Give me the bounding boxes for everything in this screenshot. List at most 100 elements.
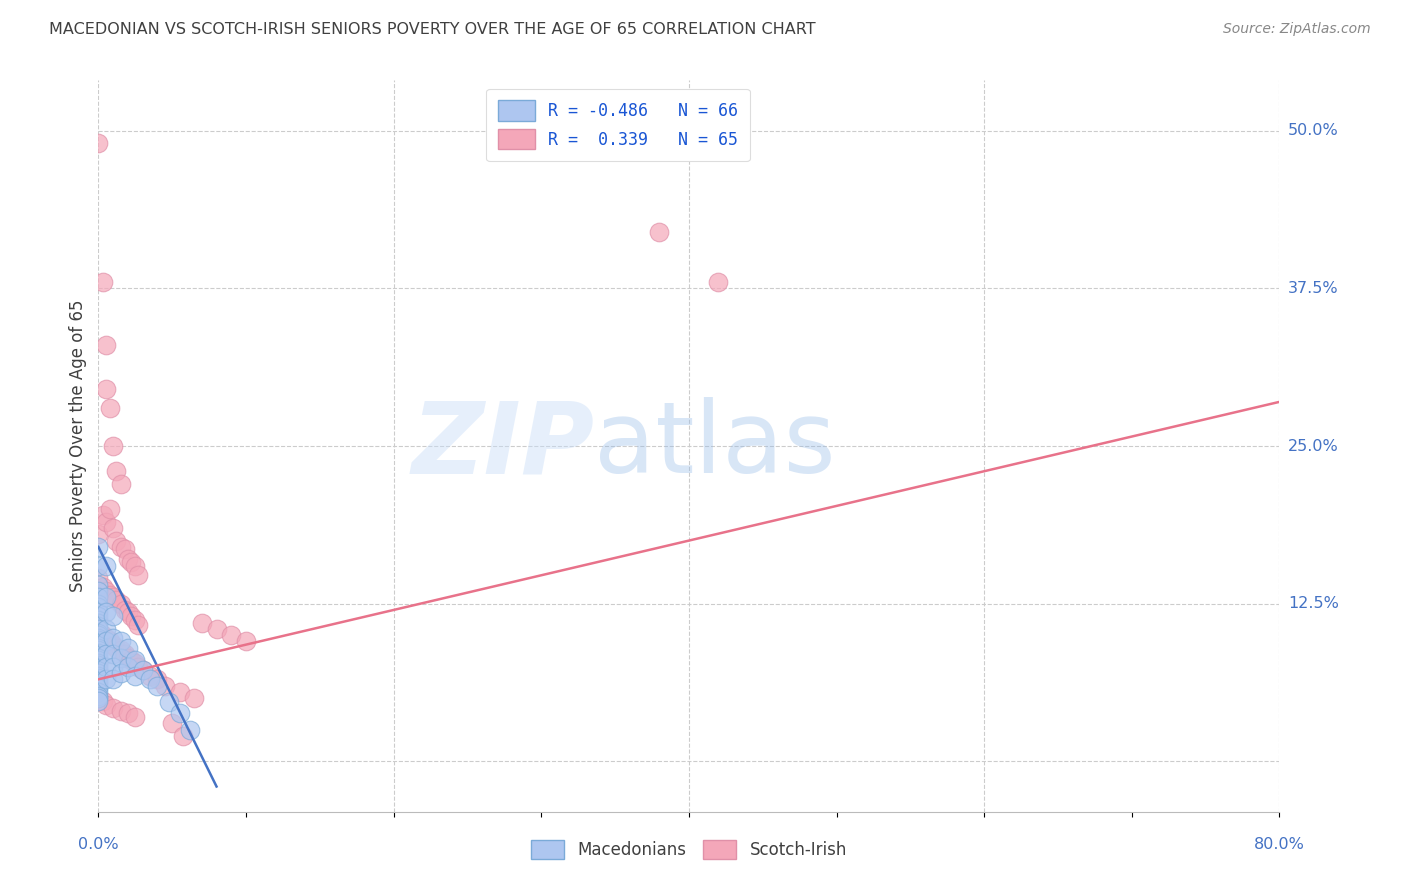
Point bbox=[91, 628, 114, 642]
Point bbox=[120, 555, 142, 569]
Point bbox=[87, 527, 110, 541]
Point bbox=[87, 651, 110, 665]
Point bbox=[98, 634, 121, 648]
Point bbox=[87, 646, 110, 660]
Point bbox=[205, 622, 228, 636]
Point bbox=[94, 631, 117, 645]
Text: Source: ZipAtlas.com: Source: ZipAtlas.com bbox=[1223, 22, 1371, 37]
Point bbox=[219, 628, 242, 642]
Point bbox=[87, 631, 110, 645]
Point bbox=[87, 136, 110, 151]
Point bbox=[110, 643, 132, 657]
Point bbox=[169, 706, 191, 721]
Point bbox=[87, 606, 110, 620]
Point bbox=[105, 592, 128, 607]
Point bbox=[87, 578, 110, 592]
Text: atlas: atlas bbox=[595, 398, 837, 494]
Point bbox=[103, 673, 125, 687]
Point bbox=[117, 640, 139, 655]
Point bbox=[87, 633, 110, 648]
Point bbox=[87, 661, 110, 675]
Point bbox=[87, 658, 110, 673]
Point bbox=[87, 609, 110, 624]
Point bbox=[146, 679, 169, 693]
Point bbox=[87, 558, 110, 573]
Point bbox=[183, 691, 205, 706]
Text: 12.5%: 12.5% bbox=[1288, 596, 1339, 611]
Text: 80.0%: 80.0% bbox=[1254, 837, 1305, 852]
Legend: Macedonians, Scotch-Irish: Macedonians, Scotch-Irish bbox=[524, 833, 853, 865]
Point bbox=[124, 668, 146, 682]
Point bbox=[87, 689, 110, 703]
Point bbox=[98, 401, 121, 416]
Point bbox=[87, 622, 110, 636]
Point bbox=[127, 618, 149, 632]
Point bbox=[87, 597, 110, 611]
Point bbox=[110, 476, 132, 491]
Point bbox=[94, 591, 117, 605]
Point bbox=[87, 668, 110, 682]
Point bbox=[105, 533, 128, 548]
Point bbox=[87, 691, 110, 706]
Point bbox=[94, 382, 117, 396]
Point bbox=[179, 723, 201, 737]
Point bbox=[87, 643, 110, 657]
Point bbox=[87, 584, 110, 599]
Point bbox=[87, 613, 110, 627]
Point bbox=[114, 542, 136, 557]
Text: 25.0%: 25.0% bbox=[1288, 439, 1339, 453]
Point bbox=[132, 664, 155, 678]
Text: 0.0%: 0.0% bbox=[79, 837, 118, 852]
Point bbox=[146, 673, 169, 687]
Point bbox=[235, 634, 257, 648]
Point bbox=[94, 647, 117, 661]
Point bbox=[87, 600, 110, 615]
Point bbox=[94, 634, 117, 648]
Point bbox=[103, 659, 125, 673]
Point bbox=[157, 695, 180, 709]
Point bbox=[110, 597, 132, 611]
Point bbox=[98, 502, 121, 516]
Point bbox=[110, 651, 132, 665]
Point bbox=[87, 540, 110, 554]
Point bbox=[94, 659, 117, 673]
Point bbox=[114, 647, 136, 661]
Point bbox=[87, 653, 110, 667]
Point bbox=[110, 540, 132, 554]
Point bbox=[87, 673, 110, 688]
Point bbox=[87, 676, 110, 690]
Point bbox=[91, 694, 114, 708]
Point bbox=[110, 704, 132, 718]
Point bbox=[94, 622, 117, 636]
Point bbox=[94, 558, 117, 573]
Point bbox=[707, 275, 730, 289]
Point bbox=[132, 664, 155, 678]
Point bbox=[87, 622, 110, 636]
Point bbox=[94, 515, 117, 529]
Point bbox=[103, 609, 125, 624]
Point bbox=[87, 679, 110, 693]
Text: ZIP: ZIP bbox=[412, 398, 595, 494]
Point bbox=[117, 651, 139, 665]
Point bbox=[139, 668, 162, 682]
Point bbox=[124, 558, 146, 573]
Point bbox=[94, 698, 117, 712]
Point bbox=[87, 656, 110, 670]
Point bbox=[110, 665, 132, 680]
Point bbox=[103, 701, 125, 715]
Point bbox=[98, 588, 121, 602]
Point bbox=[103, 439, 125, 453]
Point bbox=[91, 508, 114, 523]
Point bbox=[91, 580, 114, 594]
Point bbox=[117, 606, 139, 620]
Point bbox=[94, 338, 117, 352]
Point bbox=[127, 659, 149, 673]
Text: 50.0%: 50.0% bbox=[1288, 123, 1339, 138]
Point bbox=[114, 603, 136, 617]
Point bbox=[87, 648, 110, 663]
Point bbox=[117, 552, 139, 566]
Point bbox=[87, 681, 110, 695]
Point bbox=[87, 619, 110, 633]
Point bbox=[648, 225, 671, 239]
Point bbox=[103, 521, 125, 535]
